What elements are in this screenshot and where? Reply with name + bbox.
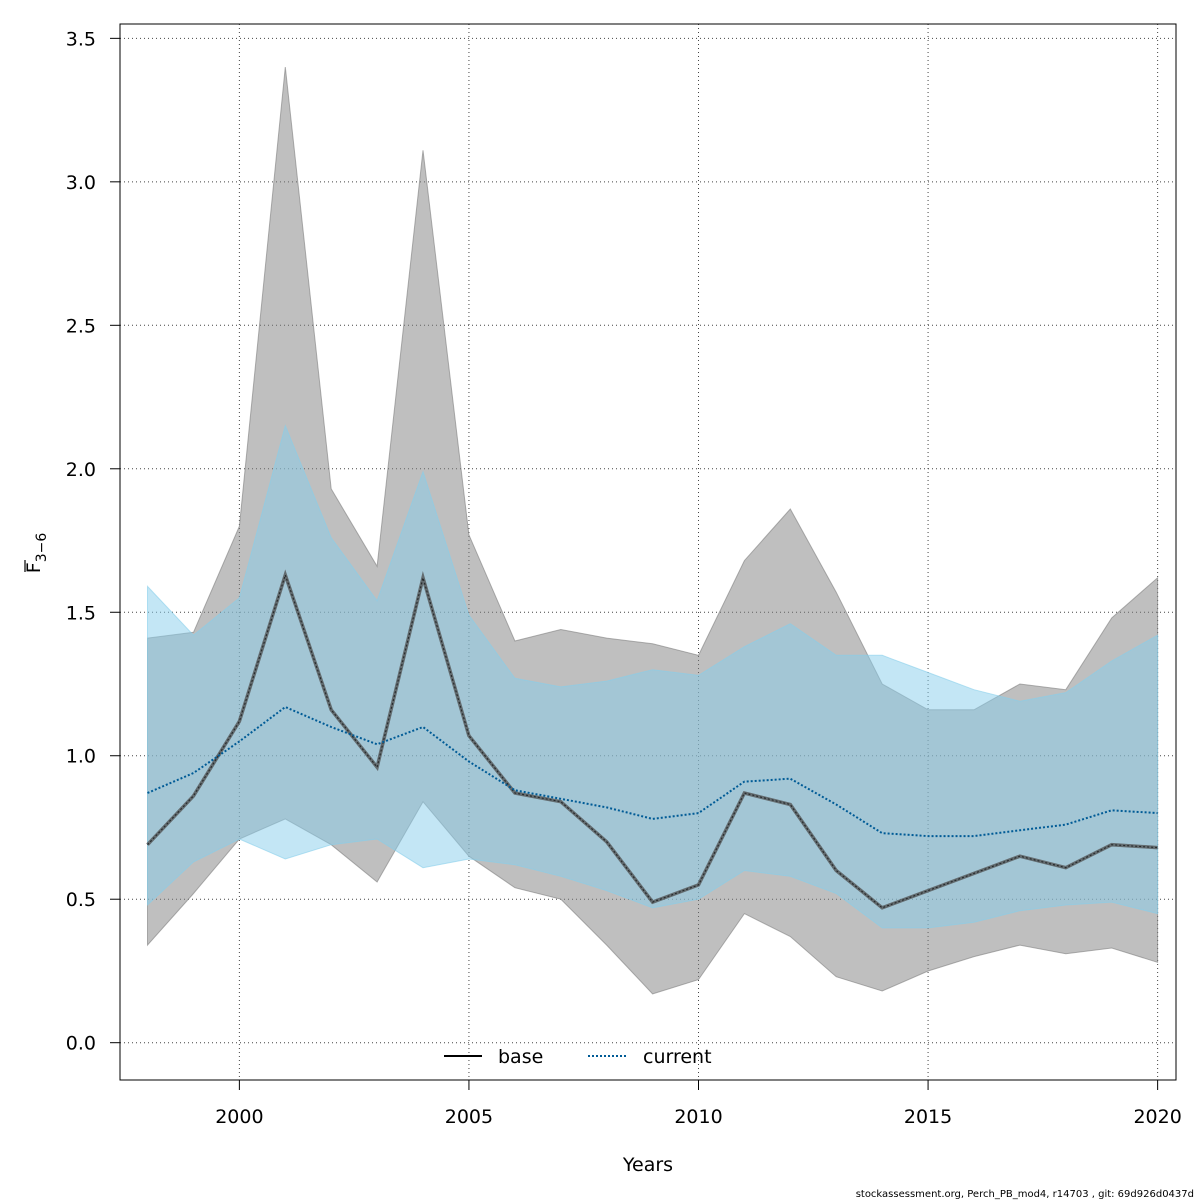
legend: base current [444,1046,712,1068]
y-axis-title: F3−6 [23,533,50,574]
x-tick-label: 2015 [904,1106,952,1128]
y-axis: 0.0 0.5 1.0 1.5 2.0 2.5 3.0 3.5 [66,28,120,1055]
x-tick-label: 2005 [445,1106,493,1128]
plot-frame [119,23,1177,1081]
footer-text: stockassessment.org, Perch_PB_mod4, r147… [856,1189,1194,1200]
series-lines [146,569,1158,910]
y-axis-title-main: F [23,562,45,573]
y-tick-label: 0.5 [66,889,96,911]
confidence-bands [147,66,1159,995]
x-tick-label: 2020 [1133,1106,1181,1128]
y-tick-label: 0.0 [66,1033,96,1055]
legend-label-current: current [643,1046,712,1068]
x-axis-title: Years [622,1154,673,1176]
line-current [147,705,1158,838]
y-tick-label: 3.0 [66,172,96,194]
y-tick-label: 1.0 [66,746,96,768]
band-current [147,424,1159,929]
y-axis-title-sub: 3−6 [34,533,50,563]
y-tick-label: 3.5 [66,28,96,50]
line-base [147,573,1158,909]
y-tick-label: 1.5 [66,602,96,624]
x-tick-label: 2000 [215,1106,263,1128]
x-tick-label: 2010 [674,1106,722,1128]
svg-text:F3−6: F3−6 [23,533,50,574]
y-tick-label: 2.0 [66,459,96,481]
x-axis: 2000 2005 2010 2015 2020 [215,1080,1182,1128]
y-tick-label: 2.5 [66,315,96,337]
legend-label-base: base [498,1046,543,1068]
